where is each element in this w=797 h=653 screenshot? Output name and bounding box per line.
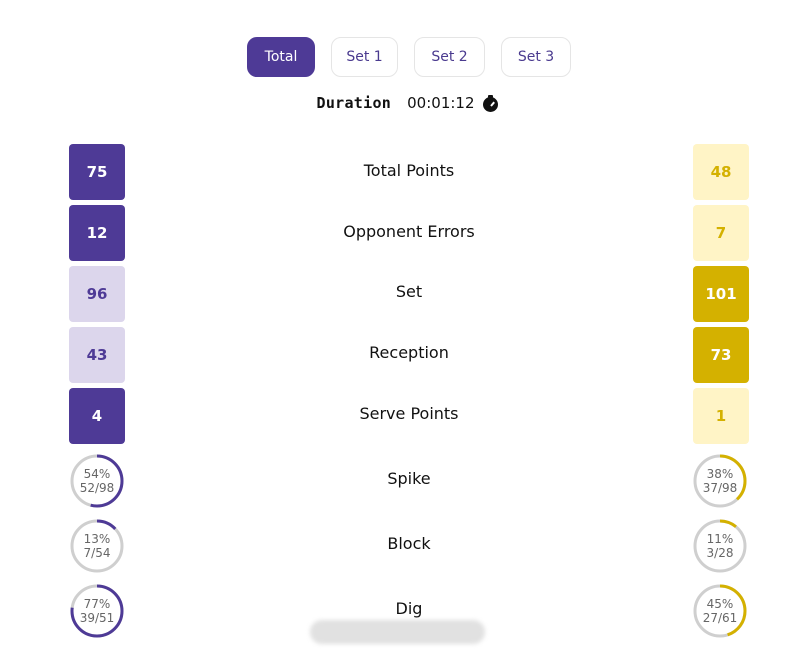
- ring-progress: [693, 519, 747, 573]
- stat-label-serve-points: Serve Points: [359, 404, 459, 423]
- ring-ratio: 52/98: [79, 481, 115, 495]
- stat-left-reception: 43: [69, 327, 125, 383]
- set-tabs: Total Set 1 Set 2 Set 3: [0, 37, 797, 77]
- duration-row: Duration 00:01:12: [0, 91, 797, 115]
- stat-label-dig: Dig: [395, 599, 423, 618]
- ring-percent: 11%: [706, 532, 734, 546]
- ring-left-dig: 77% 39/51: [69, 583, 125, 639]
- ring-percent: 54%: [83, 467, 111, 481]
- tab-set-1[interactable]: Set 1: [331, 37, 398, 77]
- stat-left-opponent-errors: 12: [69, 205, 125, 261]
- tab-total[interactable]: Total: [247, 37, 315, 77]
- stat-left-serve-points: 4: [69, 388, 125, 444]
- ring-percent: 13%: [83, 532, 111, 546]
- ring-progress: [693, 584, 747, 638]
- watermark-overlay: [310, 620, 485, 644]
- stat-label-opponent-errors: Opponent Errors: [343, 222, 475, 241]
- ring-left-spike: 54% 52/98: [69, 453, 125, 509]
- ring-percent: 38%: [706, 467, 734, 481]
- ring-ratio: 27/61: [702, 611, 738, 625]
- stat-label-spike: Spike: [387, 469, 431, 488]
- stat-right-set: 101: [693, 266, 749, 322]
- ring-progress: [70, 454, 124, 508]
- ring-ratio: 37/98: [702, 481, 738, 495]
- duration-label: Duration: [316, 94, 392, 112]
- ring-progress: [70, 519, 124, 573]
- stat-label-total-points: Total Points: [363, 161, 455, 180]
- stat-right-total-points: 48: [693, 144, 749, 200]
- stat-right-opponent-errors: 7: [693, 205, 749, 261]
- stopwatch-icon: [482, 94, 499, 112]
- tab-set-3[interactable]: Set 3: [501, 37, 571, 77]
- stat-right-reception: 73: [693, 327, 749, 383]
- tab-set-2[interactable]: Set 2: [414, 37, 485, 77]
- ring-ratio: 39/51: [79, 611, 115, 625]
- ring-ratio: 3/28: [706, 546, 734, 560]
- stat-left-set: 96: [69, 266, 125, 322]
- ring-right-block: 11% 3/28: [692, 518, 748, 574]
- ring-right-spike: 38% 37/98: [692, 453, 748, 509]
- ring-progress: [70, 584, 124, 638]
- stat-right-serve-points: 1: [693, 388, 749, 444]
- stat-left-total-points: 75: [69, 144, 125, 200]
- duration-value: 00:01:12: [407, 94, 475, 112]
- stat-label-set: Set: [395, 282, 423, 301]
- ring-right-dig: 45% 27/61: [692, 583, 748, 639]
- ring-percent: 45%: [706, 597, 734, 611]
- stat-label-reception: Reception: [369, 343, 449, 362]
- ring-progress: [693, 454, 747, 508]
- stat-label-block: Block: [387, 534, 431, 553]
- ring-percent: 77%: [83, 597, 111, 611]
- ring-ratio: 7/54: [83, 546, 111, 560]
- ring-left-block: 13% 7/54: [69, 518, 125, 574]
